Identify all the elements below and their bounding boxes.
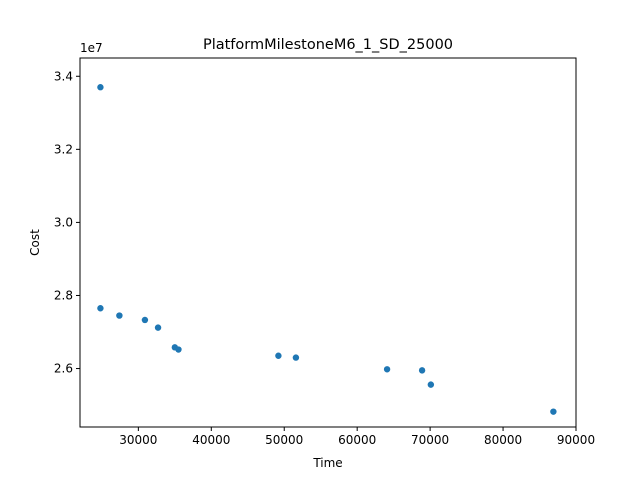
- y-axis-ticks: 2.6 2.8 3.0 3.2 3.4: [54, 69, 80, 376]
- data-point: [275, 352, 282, 359]
- x-tick-label: 50000: [265, 433, 303, 447]
- x-tick-label: 30000: [119, 433, 157, 447]
- y-axis-label: Cost: [28, 229, 42, 256]
- data-point: [550, 408, 557, 415]
- x-axis-label: Time: [312, 456, 342, 470]
- x-tick-label: 80000: [484, 433, 522, 447]
- x-tick-label: 70000: [411, 433, 449, 447]
- data-point: [292, 354, 300, 361]
- chart-title: PlatformMilestoneM6_1_SD_25000: [203, 37, 453, 53]
- x-tick-label: 60000: [338, 433, 376, 447]
- y-axis-offset-label: 1e7: [80, 41, 103, 55]
- y-tick-label: 3.4: [54, 69, 73, 83]
- y-tick-label: 2.8: [54, 288, 73, 302]
- data-point: [97, 84, 104, 91]
- y-tick-label: 3.0: [54, 215, 73, 229]
- x-tick-label: 90000: [557, 433, 595, 447]
- plot-area-frame: [79, 57, 577, 428]
- x-axis-ticks: 30000 40000 50000 60000 70000 80000 90000: [119, 427, 595, 447]
- data-point: [141, 316, 149, 324]
- data-point: [97, 305, 104, 312]
- data-point: [383, 366, 391, 373]
- data-point: [418, 367, 426, 374]
- data-point: [154, 324, 162, 331]
- data-point: [175, 346, 182, 353]
- data-point: [116, 312, 123, 319]
- y-tick-label: 3.2: [54, 142, 73, 156]
- data-points: [97, 84, 557, 415]
- y-tick-label: 2.6: [54, 362, 73, 376]
- x-tick-label: 40000: [192, 433, 230, 447]
- data-point: [427, 381, 435, 388]
